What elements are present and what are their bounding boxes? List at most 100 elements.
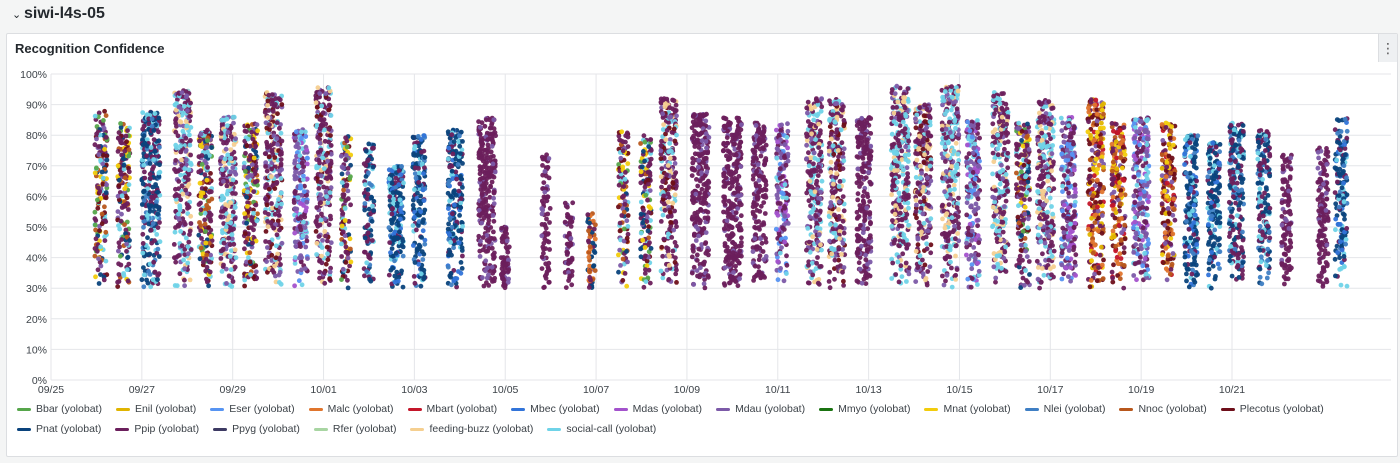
- data-point: [292, 158, 298, 164]
- y-tick-label: 100%: [20, 69, 47, 81]
- data-point: [291, 200, 297, 205]
- data-point: [567, 231, 572, 237]
- data-point: [486, 239, 492, 245]
- data-point: [317, 222, 323, 228]
- chevron-down-icon[interactable]: ⌄: [12, 8, 22, 21]
- data-point: [219, 167, 225, 173]
- data-point: [642, 184, 648, 190]
- data-point: [92, 246, 98, 251]
- data-point: [645, 169, 651, 175]
- data-point: [119, 211, 124, 217]
- data-point: [412, 280, 418, 286]
- data-point: [293, 169, 298, 175]
- data-point: [706, 274, 711, 280]
- data-point: [103, 190, 109, 195]
- data-point: [230, 191, 235, 196]
- data-point: [317, 275, 322, 281]
- dashboard-row-header[interactable]: ⌄ siwi-l4s-05: [0, 0, 1400, 28]
- data-point: [325, 200, 331, 206]
- data-point: [739, 122, 744, 128]
- data-point: [486, 272, 491, 278]
- scatter-chart[interactable]: 0%10%20%30%40%50%60%70%80%90%100%09/25 09…: [7, 34, 1397, 394]
- data-point: [729, 231, 735, 236]
- data-point: [141, 188, 147, 194]
- data-point: [207, 210, 212, 216]
- data-point: [648, 137, 654, 142]
- data-point: [151, 128, 157, 133]
- data-point: [346, 232, 352, 238]
- data-point: [665, 231, 671, 237]
- data-point: [489, 264, 495, 270]
- data-point: [228, 147, 234, 152]
- data-point: [151, 259, 157, 265]
- data-point: [300, 146, 305, 152]
- data-point: [123, 133, 129, 139]
- data-point: [185, 205, 190, 211]
- data-point: [421, 133, 427, 138]
- data-point: [416, 166, 421, 171]
- data-point: [761, 134, 767, 140]
- data-point: [725, 233, 730, 239]
- data-point: [563, 285, 569, 290]
- data-point: [328, 213, 333, 219]
- data-point: [233, 136, 239, 142]
- data-point: [299, 282, 305, 288]
- data-point: [490, 161, 496, 167]
- data-point: [116, 248, 121, 254]
- data-point: [248, 272, 254, 277]
- data-point: [646, 210, 652, 215]
- data-point: [179, 138, 185, 144]
- data-point: [669, 235, 675, 240]
- data-point: [668, 213, 674, 219]
- data-point: [638, 246, 643, 252]
- data-point: [623, 170, 628, 175]
- data-point: [705, 209, 711, 215]
- data-point: [116, 223, 121, 229]
- data-point: [228, 125, 234, 131]
- data-point: [421, 198, 427, 204]
- data-point: [92, 142, 98, 148]
- data-point: [776, 132, 782, 138]
- data-point: [295, 141, 300, 147]
- data-point: [323, 152, 329, 158]
- data-point: [278, 157, 284, 162]
- data-point: [124, 234, 130, 240]
- data-point: [485, 142, 491, 148]
- data-point: [99, 221, 105, 227]
- data-point: [566, 278, 571, 283]
- data-point: [567, 273, 573, 279]
- data-point: [445, 226, 451, 232]
- data-point: [488, 149, 494, 155]
- data-point: [119, 140, 125, 146]
- data-point: [247, 157, 252, 163]
- data-point: [253, 238, 259, 244]
- data-point: [758, 203, 764, 209]
- data-point: [253, 168, 258, 174]
- data-point: [157, 239, 163, 245]
- data-point: [206, 189, 212, 195]
- data-point: [328, 240, 334, 246]
- data-point: [322, 138, 328, 144]
- data-point: [674, 113, 679, 119]
- data-point: [616, 182, 622, 188]
- data-point: [314, 104, 320, 110]
- data-point: [591, 263, 596, 269]
- data-point: [724, 140, 730, 146]
- data-point: [504, 246, 510, 252]
- data-point: [292, 230, 298, 236]
- data-point: [499, 239, 505, 245]
- data-point: [299, 267, 304, 273]
- data-point: [587, 220, 592, 226]
- data-point: [148, 199, 154, 205]
- data-point: [140, 250, 146, 256]
- data-point: [639, 164, 645, 170]
- data-point: [141, 218, 147, 224]
- data-point: [202, 210, 208, 216]
- data-point: [761, 124, 767, 130]
- data-point: [447, 164, 452, 170]
- x-tick-label: 10/03: [401, 384, 427, 394]
- data-point: [666, 263, 672, 268]
- data-point: [278, 262, 283, 267]
- data-point: [616, 269, 621, 275]
- data-point: [155, 211, 161, 217]
